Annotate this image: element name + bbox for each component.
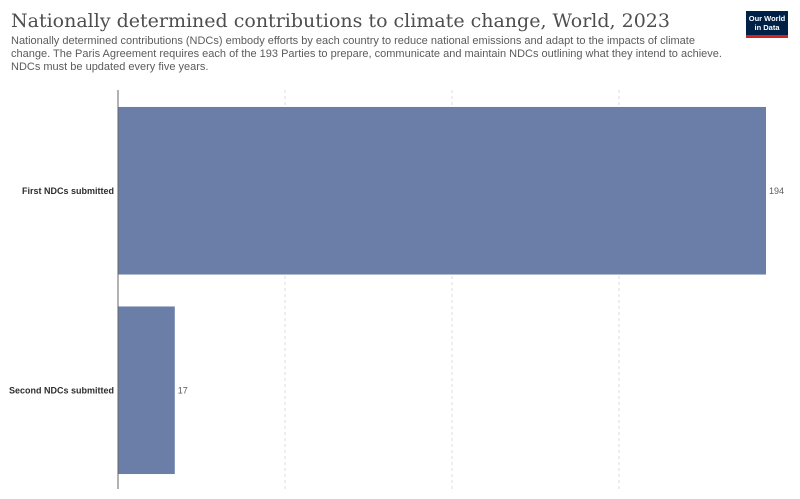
chart-title: Nationally determined contributions to c… <box>11 10 670 32</box>
bar-1[interactable] <box>118 306 175 475</box>
logo-line-2: in Data <box>754 22 780 32</box>
bars <box>118 106 766 475</box>
category-label: First NDCs submitted <box>22 186 114 196</box>
value-label: 17 <box>178 385 188 395</box>
owid-logo[interactable]: Our World in Data <box>746 11 788 38</box>
category-label: Second NDCs submitted <box>9 385 114 395</box>
labels: First NDCs submitted 194 Second NDCs submi… <box>9 186 784 396</box>
logo-line-1: Our World <box>748 14 786 23</box>
value-label: 194 <box>769 186 784 196</box>
logo-accent-stripe <box>746 35 788 38</box>
chart-subtitle: Nationally determined contributions (NDC… <box>11 35 722 73</box>
bar-0[interactable] <box>118 106 766 275</box>
